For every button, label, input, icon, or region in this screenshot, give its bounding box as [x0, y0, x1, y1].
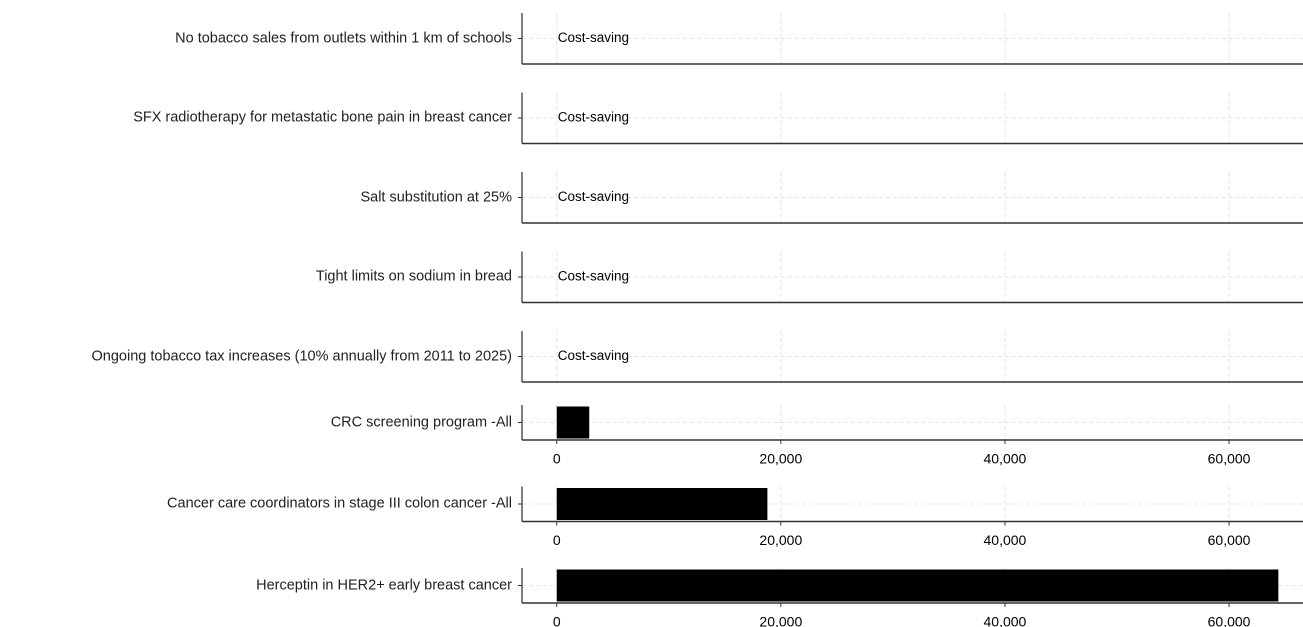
x-tick-label: 60,000: [1208, 614, 1251, 627]
value-label: Cost-saving: [558, 269, 629, 284]
value-label: Cost-saving: [558, 30, 629, 45]
category-label: Herceptin in HER2+ early breast cancer: [256, 577, 512, 593]
x-tick-label: 0: [553, 451, 561, 467]
x-tick-label: 20,000: [759, 614, 802, 627]
value-label: Cost-saving: [558, 348, 629, 363]
category-label: No tobacco sales from outlets within 1 k…: [175, 30, 512, 46]
x-tick-label: 20,000: [759, 451, 802, 467]
x-tick-label: 60,000: [1208, 532, 1251, 548]
value-label: Cost-saving: [558, 189, 629, 204]
x-tick-label: 60,000: [1208, 451, 1251, 467]
bar: [556, 406, 590, 439]
category-label: CRC screening program -All: [330, 414, 512, 430]
category-label: SFX radiotherapy for metastatic bone pai…: [133, 109, 512, 126]
x-tick-label: 40,000: [984, 532, 1027, 548]
x-tick-label: 0: [553, 614, 561, 627]
category-label: Tight limits on sodium in bread: [315, 268, 512, 285]
category-label: Salt substitution at 25%: [360, 189, 512, 205]
x-tick-label: 20,000: [759, 532, 802, 548]
x-tick-label: 0: [553, 532, 561, 548]
value-label: Cost-saving: [558, 110, 629, 125]
x-tick-label: 40,000: [984, 451, 1027, 467]
bar: [556, 569, 1279, 602]
category-label: Ongoing tobacco tax increases (10% annua…: [91, 348, 513, 364]
bar: [556, 488, 768, 520]
category-label: Cancer care coordinators in stage III co…: [167, 495, 512, 512]
x-tick-label: 40,000: [984, 614, 1027, 627]
